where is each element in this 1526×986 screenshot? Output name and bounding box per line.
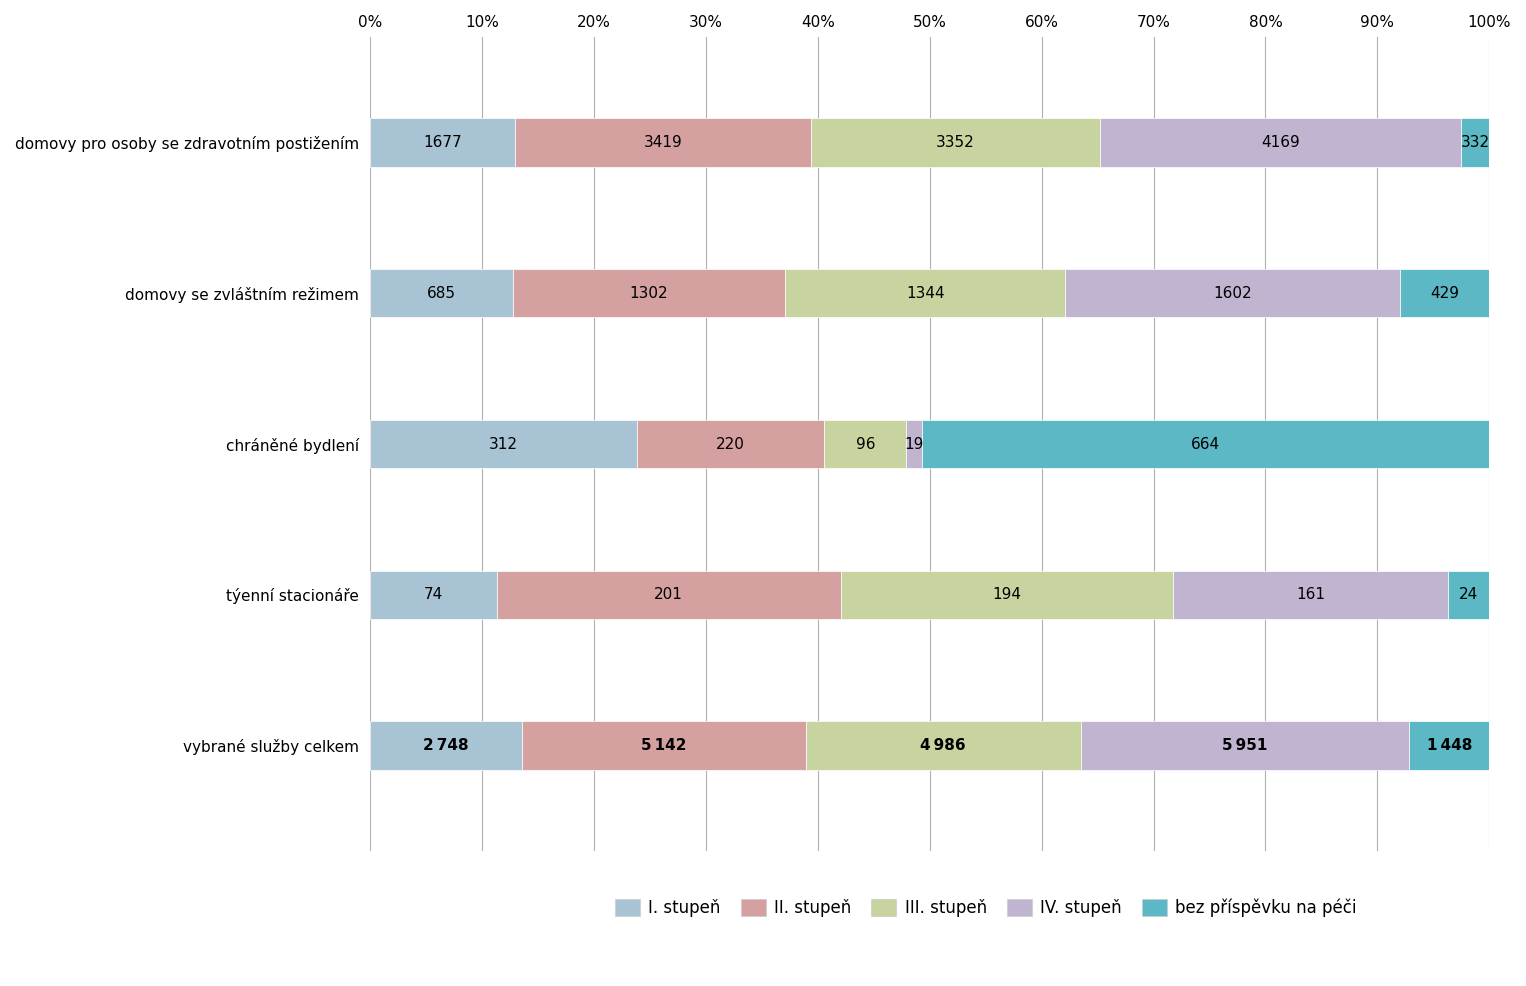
Text: 1677: 1677 [423, 135, 462, 150]
Bar [824, 420, 906, 468]
Text: 96: 96 [856, 437, 874, 452]
Bar [497, 571, 841, 619]
Text: 220: 220 [716, 437, 745, 452]
Text: 24: 24 [1459, 588, 1479, 602]
Bar [371, 118, 516, 167]
Text: 2 748: 2 748 [423, 739, 468, 753]
Bar [923, 420, 1489, 468]
Text: 161: 161 [1296, 588, 1325, 602]
Bar [810, 118, 1100, 167]
Text: 664: 664 [1192, 437, 1221, 452]
Bar [371, 571, 497, 619]
Text: 685: 685 [427, 286, 456, 301]
Text: 1602: 1602 [1213, 286, 1251, 301]
Bar [1065, 269, 1399, 317]
Bar [371, 269, 513, 317]
Text: 194: 194 [992, 588, 1021, 602]
Bar [371, 722, 522, 770]
Text: 5 142: 5 142 [641, 739, 687, 753]
Text: 5 951: 5 951 [1222, 739, 1268, 753]
Text: 3352: 3352 [935, 135, 975, 150]
Bar [516, 118, 810, 167]
Text: 74: 74 [424, 588, 443, 602]
Bar [906, 420, 923, 468]
Text: 4 986: 4 986 [920, 739, 966, 753]
Bar [1460, 118, 1489, 167]
Bar [806, 722, 1080, 770]
Bar [1172, 571, 1448, 619]
Bar [1399, 269, 1489, 317]
Text: 429: 429 [1430, 286, 1459, 301]
Bar [1410, 722, 1489, 770]
Bar [371, 420, 636, 468]
Bar [1100, 118, 1460, 167]
Bar [522, 722, 806, 770]
Text: 201: 201 [655, 588, 684, 602]
Bar [1448, 571, 1489, 619]
Text: 1 448: 1 448 [1427, 739, 1473, 753]
Bar [513, 269, 784, 317]
Text: 1344: 1344 [906, 286, 945, 301]
Text: 19: 19 [905, 437, 925, 452]
Bar [1080, 722, 1410, 770]
Legend: I. stupeň, II. stupeň, III. stupeň, IV. stupeň, bez příspěvku na péči: I. stupeň, II. stupeň, III. stupeň, IV. … [609, 892, 1363, 924]
Text: 4169: 4169 [1260, 135, 1300, 150]
Bar [636, 420, 824, 468]
Text: 3419: 3419 [644, 135, 682, 150]
Bar [784, 269, 1065, 317]
Text: 1302: 1302 [630, 286, 668, 301]
Bar [841, 571, 1172, 619]
Text: 332: 332 [1460, 135, 1489, 150]
Text: 312: 312 [488, 437, 517, 452]
